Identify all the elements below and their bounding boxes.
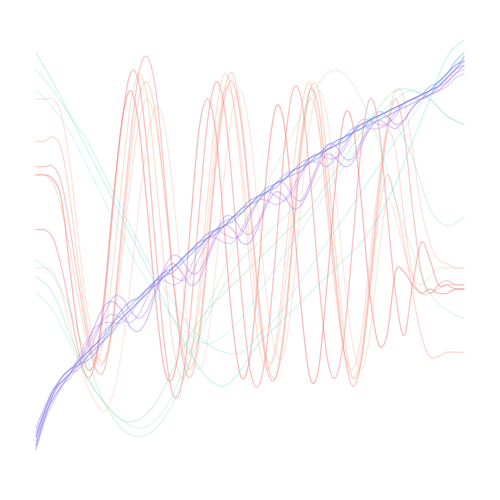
series-line-17 <box>35 52 465 446</box>
series-line-13 <box>35 89 465 345</box>
series-line-10 <box>35 69 465 429</box>
series-line-9 <box>35 115 465 438</box>
series-line-18 <box>35 64 465 438</box>
series-line-7 <box>35 88 465 413</box>
series-line-20 <box>35 68 465 442</box>
series-line-14 <box>35 60 465 450</box>
series-line-19 <box>35 60 465 434</box>
series-line-16 <box>35 64 465 429</box>
series-line-5 <box>35 72 465 379</box>
series-line-1 <box>35 89 465 384</box>
series-line-3 <box>35 55 465 387</box>
series-line-15 <box>35 56 465 438</box>
series-line-21 <box>35 73 465 446</box>
series-line-8 <box>35 88 465 423</box>
series-line-12 <box>35 56 465 355</box>
series-line-2 <box>35 69 465 399</box>
series-line-11 <box>35 39 465 387</box>
series-line-6 <box>35 86 465 379</box>
series-layer <box>35 39 465 450</box>
